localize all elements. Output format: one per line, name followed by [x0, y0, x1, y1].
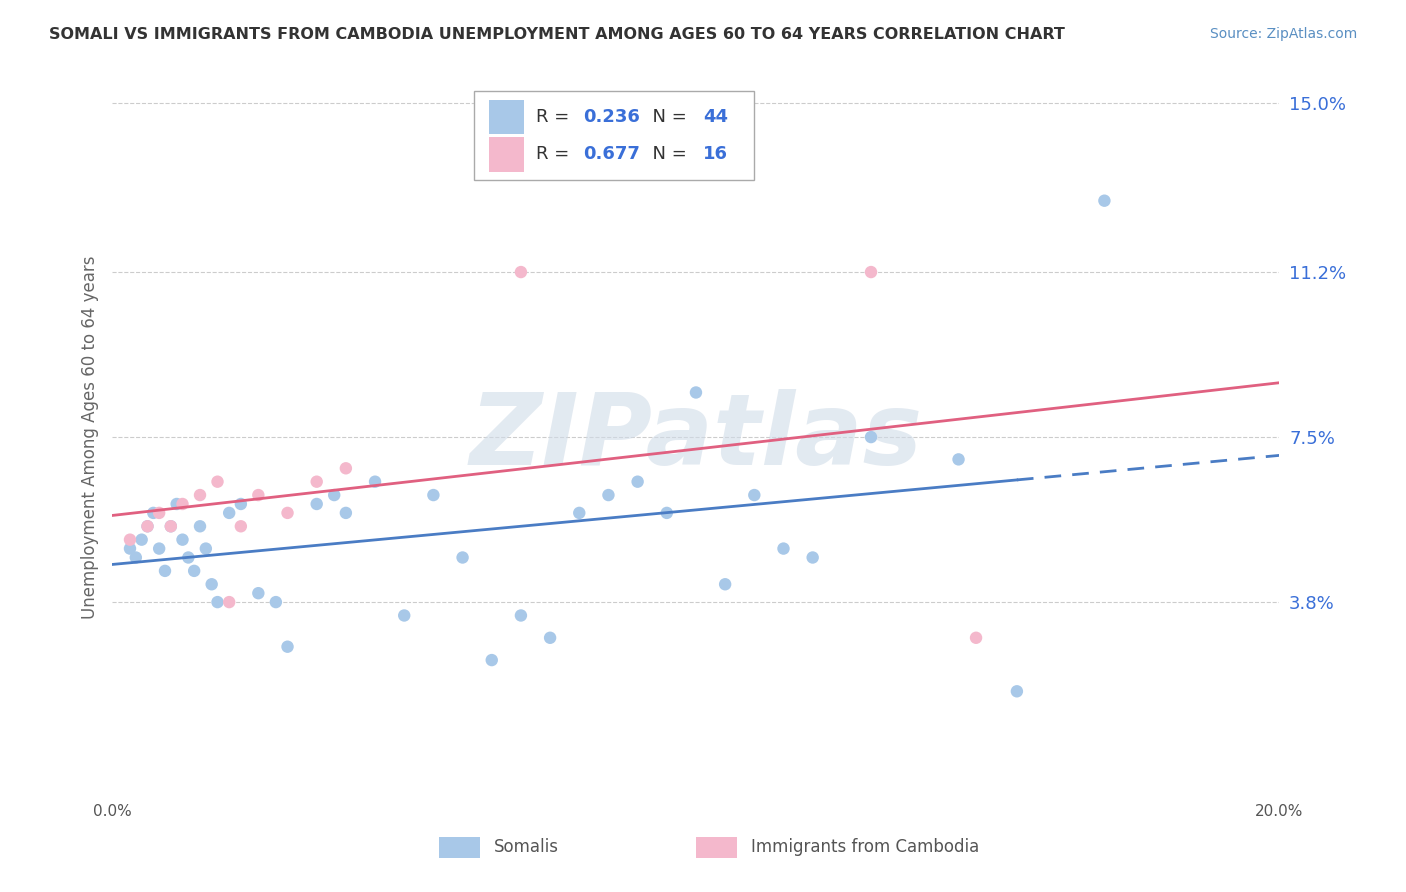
Point	[860, 265, 883, 279]
Point	[247, 586, 270, 600]
Point	[276, 506, 298, 520]
Point	[131, 533, 153, 547]
Point	[422, 488, 444, 502]
Point	[136, 519, 159, 533]
Point	[509, 265, 531, 279]
Point	[172, 497, 194, 511]
FancyBboxPatch shape	[489, 100, 524, 134]
Point	[118, 533, 141, 547]
Point	[276, 640, 298, 654]
Point	[1094, 194, 1116, 208]
Text: 16: 16	[703, 145, 728, 163]
Text: N =: N =	[641, 145, 693, 163]
Point	[148, 506, 170, 520]
Point	[125, 550, 148, 565]
FancyBboxPatch shape	[489, 137, 524, 171]
Point	[1005, 684, 1028, 698]
Point	[207, 475, 229, 489]
Point	[136, 519, 159, 533]
Point	[627, 475, 650, 489]
Point	[509, 608, 531, 623]
Text: 44: 44	[703, 108, 728, 126]
Point	[714, 577, 737, 591]
Point	[451, 550, 474, 565]
Point	[948, 452, 970, 467]
FancyBboxPatch shape	[696, 837, 737, 858]
Point	[264, 595, 287, 609]
Point	[218, 595, 240, 609]
Point	[118, 541, 141, 556]
Text: 0.677: 0.677	[582, 145, 640, 163]
Point	[335, 461, 357, 475]
Text: R =: R =	[536, 108, 575, 126]
Point	[153, 564, 176, 578]
Text: Somalis: Somalis	[494, 838, 560, 856]
Point	[194, 541, 217, 556]
Point	[229, 497, 252, 511]
Text: ZIPatlas: ZIPatlas	[470, 389, 922, 485]
Point	[160, 519, 183, 533]
Point	[207, 595, 229, 609]
Point	[229, 519, 252, 533]
Point	[685, 385, 707, 400]
Text: Immigrants from Cambodia: Immigrants from Cambodia	[751, 838, 979, 856]
Point	[860, 430, 883, 444]
Point	[188, 519, 211, 533]
Point	[201, 577, 224, 591]
Point	[148, 541, 170, 556]
Point	[772, 541, 794, 556]
FancyBboxPatch shape	[474, 91, 755, 180]
Point	[655, 506, 678, 520]
Point	[394, 608, 416, 623]
Text: SOMALI VS IMMIGRANTS FROM CAMBODIA UNEMPLOYMENT AMONG AGES 60 TO 64 YEARS CORREL: SOMALI VS IMMIGRANTS FROM CAMBODIA UNEMP…	[49, 27, 1066, 42]
Point	[188, 488, 211, 502]
Point	[598, 488, 620, 502]
Point	[142, 506, 165, 520]
Point	[364, 475, 387, 489]
Point	[183, 564, 205, 578]
Point	[160, 519, 183, 533]
Point	[305, 475, 328, 489]
Point	[965, 631, 987, 645]
Point	[305, 497, 328, 511]
Y-axis label: Unemployment Among Ages 60 to 64 years: Unemployment Among Ages 60 to 64 years	[80, 255, 98, 619]
Text: N =: N =	[641, 108, 693, 126]
Point	[218, 506, 240, 520]
Text: R =: R =	[536, 145, 575, 163]
Text: Source: ZipAtlas.com: Source: ZipAtlas.com	[1209, 27, 1357, 41]
Point	[742, 488, 765, 502]
Point	[538, 631, 561, 645]
Point	[568, 506, 591, 520]
Point	[323, 488, 346, 502]
Point	[177, 550, 200, 565]
Point	[481, 653, 503, 667]
Point	[247, 488, 270, 502]
Point	[335, 506, 357, 520]
FancyBboxPatch shape	[439, 837, 479, 858]
Point	[172, 533, 194, 547]
Text: 0.236: 0.236	[582, 108, 640, 126]
Point	[801, 550, 824, 565]
Point	[166, 497, 188, 511]
